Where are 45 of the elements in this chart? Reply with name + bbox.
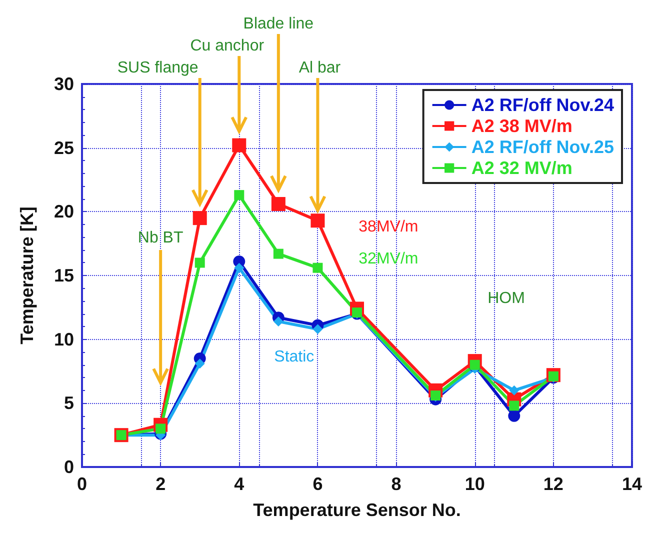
point [234, 190, 244, 200]
point [192, 211, 207, 226]
y-tick-label: 20 [54, 202, 74, 222]
point [271, 197, 286, 212]
annotation: 32MV/m [358, 250, 418, 268]
y-tick-label: 30 [54, 74, 74, 94]
x-tick-label: 14 [622, 474, 642, 494]
text: Cu anchor [190, 38, 265, 54]
x-tick-label: 2 [156, 474, 166, 494]
annotation: Static [274, 348, 314, 366]
annotation: Nb BT [138, 229, 184, 246]
x-tick-label: 4 [234, 474, 244, 494]
point [273, 248, 284, 259]
point [509, 385, 520, 396]
point [508, 410, 520, 422]
y-tick-label: 0 [64, 457, 74, 477]
y-tick-label: 5 [64, 393, 74, 414]
text: Blade line [243, 16, 314, 32]
y-tick-label: 10 [54, 329, 74, 350]
y-tick-label: 15 [54, 266, 74, 286]
y-axis-title: Temperature [K] [17, 206, 37, 344]
text: SUS flange [117, 60, 198, 76]
point [273, 316, 284, 326]
y-tick-label: 25 [54, 138, 74, 158]
x-tick-label: 6 [312, 474, 323, 494]
x-tick-label: 12 [543, 474, 564, 494]
annotation: 38MV/m [358, 218, 418, 236]
point [509, 400, 520, 411]
point [234, 262, 244, 273]
x-axis-title: Temperature Sensor No. [253, 500, 461, 520]
point [312, 262, 323, 273]
legend-label: A2 32 MV/m [471, 158, 572, 178]
point [194, 258, 205, 268]
x-tick-label: 0 [76, 474, 88, 494]
annotation: HOM [488, 290, 525, 307]
legend-label: A2 38 MV/m [471, 116, 572, 136]
point [312, 324, 323, 334]
legend-label: A2 RF/off Nov.24 [471, 95, 614, 115]
legend-label: A2 RF/off Nov.25 [471, 137, 614, 157]
point [194, 358, 205, 369]
x-tick-label: 10 [464, 474, 485, 494]
point [232, 138, 246, 152]
point [310, 214, 325, 228]
text: Al bar [298, 60, 342, 76]
x-tick-label: 8 [391, 474, 402, 494]
